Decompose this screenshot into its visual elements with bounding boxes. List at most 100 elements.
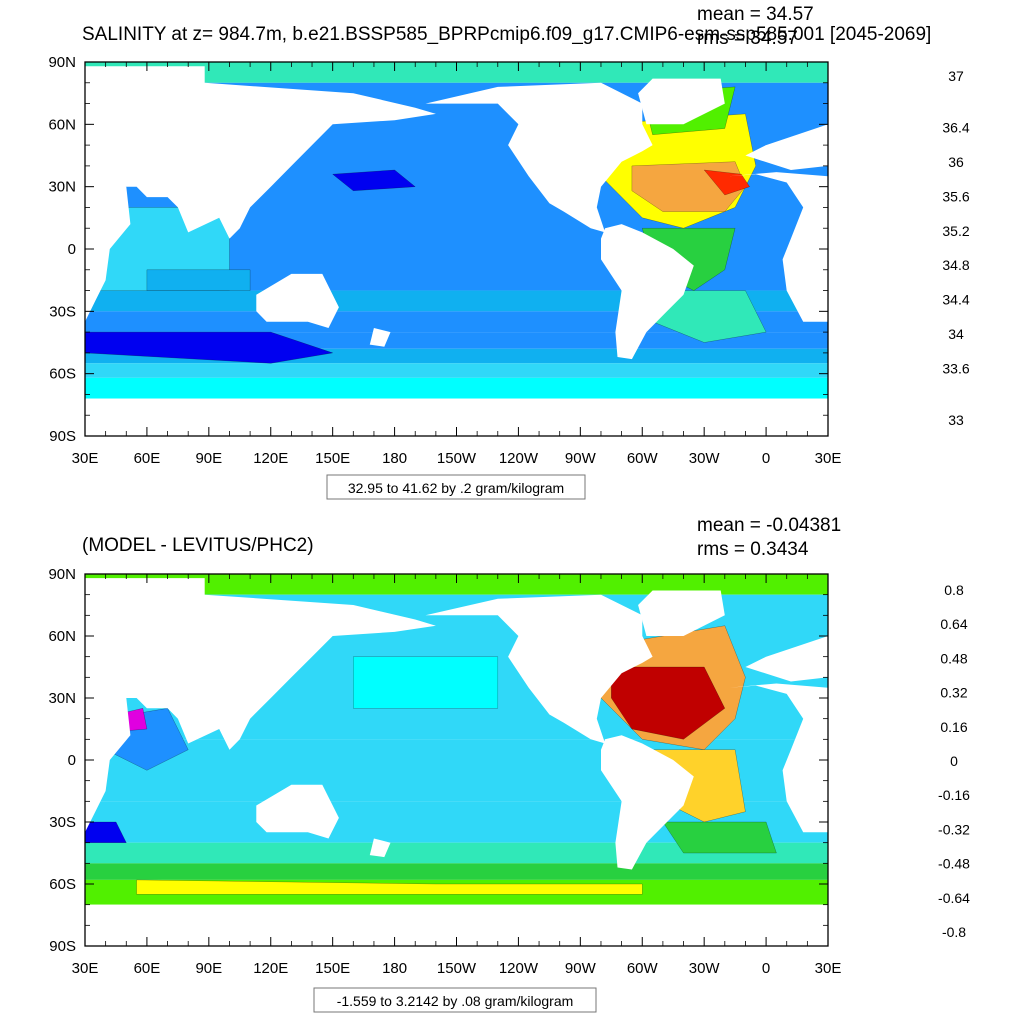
x-tick-label: 90W [565,450,597,467]
colorbar-label: 34.4 [942,292,969,308]
colorbar-label: 0.64 [940,616,967,632]
y-tick-label: 30S [49,303,76,320]
x-tick-label: 90E [195,960,222,977]
range-label-box [326,474,586,500]
colorbar-label: 0 [950,753,958,769]
colorbar-label: 36.4 [942,120,969,136]
north-pacific-teal [353,656,499,709]
x-tick-label: 30W [689,450,721,467]
north-pacific-core [332,169,416,192]
south-america-land [601,224,694,360]
x-tick-label: 150E [315,450,350,467]
eurasia-land [85,578,436,750]
colorbar-label: -0.32 [938,821,970,837]
north-america-land [425,594,653,744]
new-zealand-land [369,838,391,858]
range-label: 32.95 to 41.62 by .2 gram/kilogram [348,480,564,496]
colorbar-label: -0.48 [938,856,970,872]
x-tick-label: 150W [437,960,477,977]
panel-2: 30E 60E 90E 120E 150E 180 150W 120W 90W 60W 30W 0 30… [48,515,970,1013]
map-field [85,62,828,436]
chart-title: (MODEL - LEVITUS/PHC2) [82,535,314,556]
africa-east-land [85,687,131,833]
y-tick-label: 60S [49,366,76,383]
y-tick-label: 0 [68,241,76,258]
africa-west-land [728,683,828,833]
colorbar-label: 33.6 [942,360,969,376]
x-tick-label: 120E [253,450,288,467]
australia-land [256,273,339,328]
y-tick-label: 60N [48,628,76,645]
southern-yellow-band [136,879,643,895]
range-label: -1.559 to 3.2142 by .08 gram/kilogram [337,993,574,1009]
y-tick-label: 90S [49,428,76,445]
colorbar-label: 35.2 [942,223,969,239]
indian-mid-patch [146,269,251,291]
colorbar-label: -0.64 [938,890,970,906]
x-tick-label: 60E [134,960,161,977]
x-tick-label: 120W [499,960,539,977]
colorbar-label: 36 [948,154,964,170]
colorbar-label: 33 [948,412,964,428]
y-tick-label: 0 [68,752,76,769]
greenland-land [638,78,725,125]
y-tick-label: 90N [48,54,76,71]
colorbar-label: 0.48 [940,650,967,666]
mean-label: mean = 34.57 [697,4,814,25]
southern-ocean-core [85,331,333,364]
australia-land [256,784,339,839]
eurasia-land [85,66,436,239]
mean-label: mean = -0.04381 [697,515,841,536]
x-tick-label: 30E [815,960,842,977]
x-tick-label: 30E [72,450,99,467]
x-tick-label: 120E [253,960,288,977]
x-tick-label: 180 [382,450,407,467]
colorbar-label: 35.6 [942,188,969,204]
x-tick-label: 120W [499,450,539,467]
x-tick-label: 30E [72,960,99,977]
range-label-box [313,987,597,1013]
rms-label: rms = 0.3434 [697,539,809,560]
atlantic-red [611,666,726,740]
band-s55 [85,363,828,378]
mediterranean-outflow [703,169,750,196]
y-tick-label: 30S [49,814,76,831]
africa-west-land [728,172,828,322]
europe-west-land [745,636,828,682]
colorbar-label: 0.32 [940,685,967,701]
map-field [85,574,828,946]
north-america-land [425,82,653,233]
y-tick-label: 90S [49,938,76,955]
south-america-land [601,735,694,870]
x-tick-label: 150E [315,960,350,977]
x-tick-label: 90W [565,960,597,977]
colorbar-label: 34.8 [942,257,969,273]
agulhas-blue [85,821,127,843]
x-tick-label: 60E [134,450,161,467]
y-tick-label: 30N [48,179,76,196]
y-tick-label: 60S [49,876,76,893]
colorbar-label: 34 [948,326,964,342]
colorbar: 37 36.4 36 35.6 35.2 34.8 34.4 34 33.6 33 [942,68,969,428]
x-tick-label: 150W [437,450,477,467]
colorbar-label: 0.8 [944,582,964,598]
chart-title: SALINITY at z= 984.7m, b.e21.BSSP585_BPR… [82,24,931,45]
panel-1: 30E 60E 90E 120E 150E 180 150W 120W 90W 60W 30W 0 30… [48,4,970,500]
colorbar: 0.8 0.64 0.48 0.32 0.16 0 -0.16 -0.32 -0.48 -0.64… [938,582,970,940]
x-tick-label: 90E [195,450,222,467]
y-tick-label: 60N [48,116,76,133]
africa-east-land [85,176,131,322]
x-tick-label: 180 [382,960,407,977]
x-tick-label: 30E [815,450,842,467]
x-tick-label: 30W [689,960,721,977]
y-tick-label: 30N [48,690,76,707]
new-zealand-land [369,328,391,347]
greenland-land [638,590,725,636]
colorbar-label: -0.8 [942,924,966,940]
colorbar-label: 37 [948,68,964,84]
colorbar-label: -0.16 [938,787,970,803]
europe-west-land [745,124,828,170]
x-tick-label: 0 [762,450,770,467]
band-s62 [85,377,828,399]
